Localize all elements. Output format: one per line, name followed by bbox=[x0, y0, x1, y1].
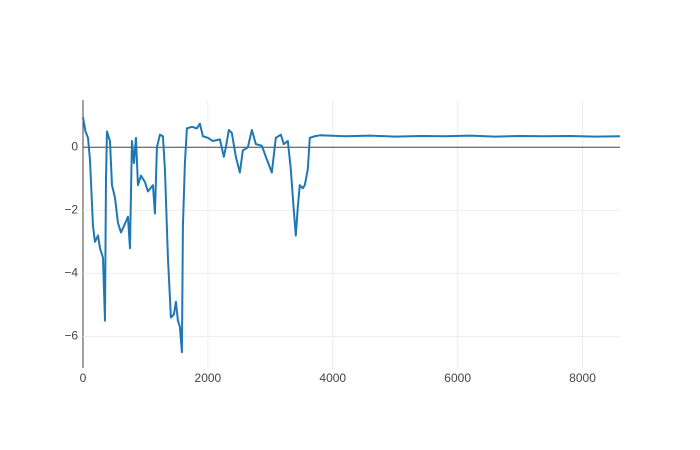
x-tick-label: 0 bbox=[80, 371, 87, 385]
x-tick-label: 2000 bbox=[195, 371, 222, 385]
y-tick-label: 0 bbox=[71, 139, 78, 153]
y-tick-label: −4 bbox=[64, 266, 78, 280]
x-tick-label: 4000 bbox=[319, 371, 346, 385]
y-tick-label: −2 bbox=[64, 203, 78, 217]
x-tick-label: 6000 bbox=[444, 371, 471, 385]
data-line bbox=[82, 117, 621, 354]
x-tick-label: 8000 bbox=[569, 371, 596, 385]
y-tick-label: −6 bbox=[64, 329, 78, 343]
